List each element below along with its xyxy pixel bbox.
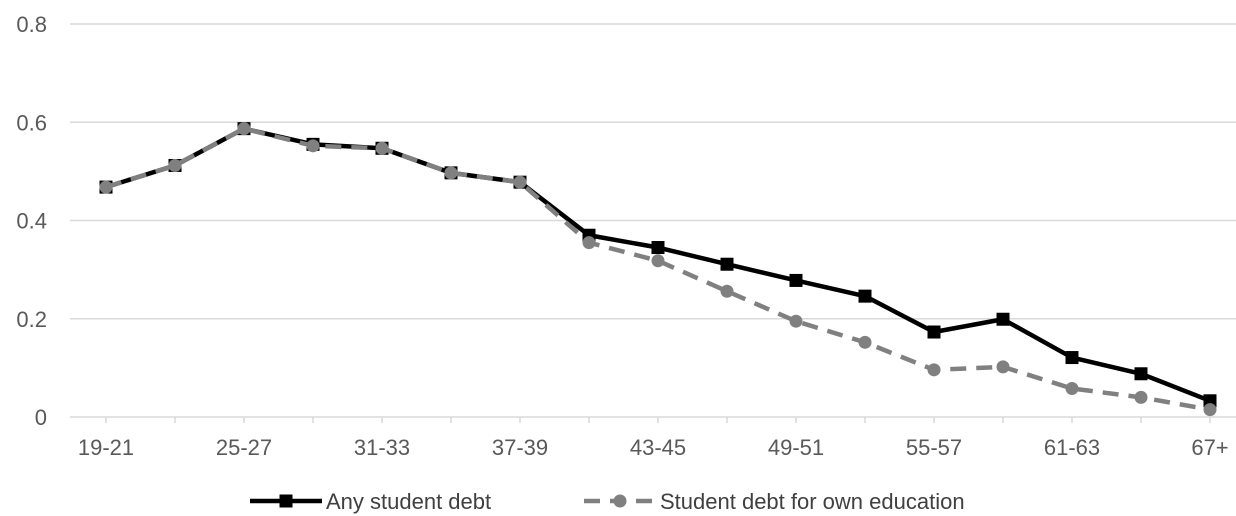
x-tick-label: 43-45 bbox=[630, 435, 686, 460]
legend-marker-circle bbox=[613, 494, 627, 508]
data-point bbox=[720, 257, 734, 271]
x-tick-label: 61-63 bbox=[1044, 435, 1100, 460]
y-tick-label: 0.6 bbox=[16, 110, 47, 135]
gridlines bbox=[70, 23, 1236, 320]
data-point bbox=[513, 175, 527, 189]
x-tick-label: 31-33 bbox=[354, 435, 410, 460]
data-point bbox=[237, 122, 251, 136]
data-point bbox=[651, 241, 665, 255]
series-own-education bbox=[99, 122, 1217, 417]
data-point bbox=[651, 254, 665, 268]
data-point bbox=[1065, 382, 1079, 396]
data-point bbox=[720, 284, 734, 298]
data-point bbox=[168, 158, 182, 172]
x-axis: 19-21 25-27 31-33 37-39 43-45 49-51 55-57 61-63… bbox=[70, 416, 1236, 460]
data-point bbox=[996, 360, 1010, 374]
data-point bbox=[1134, 367, 1148, 381]
data-point bbox=[1065, 351, 1079, 365]
series-line bbox=[105, 126, 1211, 412]
x-tick-label: 67+ bbox=[1191, 435, 1228, 460]
data-point bbox=[1134, 390, 1148, 404]
data-point bbox=[789, 314, 803, 328]
data-point bbox=[927, 325, 941, 339]
x-tick-label: 25-27 bbox=[216, 435, 272, 460]
y-tick-label: 0.8 bbox=[16, 12, 47, 37]
data-point bbox=[858, 289, 872, 303]
data-point bbox=[306, 139, 320, 153]
x-tick-label: 37-39 bbox=[492, 435, 548, 460]
data-point bbox=[375, 141, 389, 155]
y-axis-tick-labels: 0 0.2 0.4 0.6 0.8 bbox=[16, 12, 47, 430]
x-tick-label: 19-21 bbox=[78, 435, 134, 460]
legend: Any student debt Student debt for own ed… bbox=[250, 489, 965, 514]
data-point bbox=[927, 363, 941, 377]
series-lines bbox=[99, 122, 1217, 417]
legend-label-own-education: Student debt for own education bbox=[660, 489, 965, 514]
legend-marker-square bbox=[279, 494, 293, 508]
x-tick-label: 49-51 bbox=[768, 435, 824, 460]
data-point bbox=[99, 180, 113, 194]
data-point bbox=[444, 166, 458, 180]
y-tick-label: 0.2 bbox=[16, 307, 47, 332]
data-point bbox=[996, 312, 1010, 326]
data-point bbox=[789, 273, 803, 287]
legend-label-any-student-debt: Any student debt bbox=[326, 489, 491, 514]
data-point bbox=[1203, 403, 1217, 417]
x-tick-label: 55-57 bbox=[906, 435, 962, 460]
data-point bbox=[582, 236, 596, 250]
y-tick-label: 0 bbox=[35, 405, 47, 430]
data-point bbox=[858, 335, 872, 349]
y-tick-label: 0.4 bbox=[16, 209, 47, 234]
